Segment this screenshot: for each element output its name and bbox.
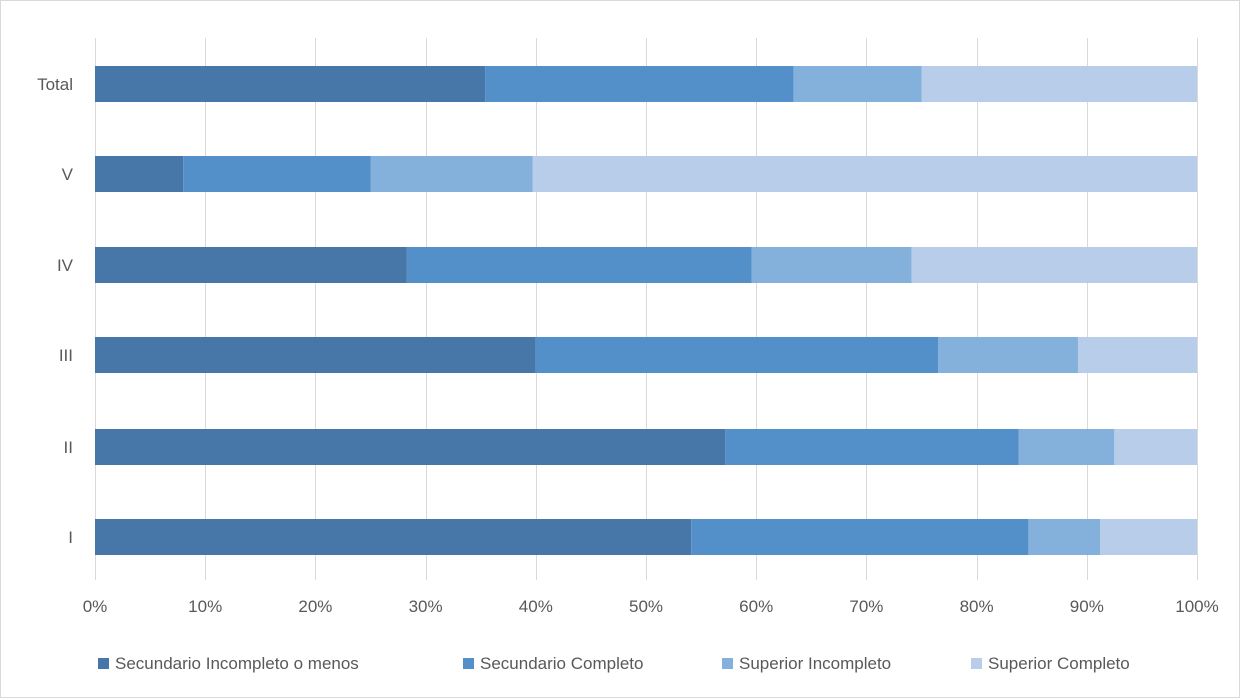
bar-segment [1028,519,1101,555]
legend-item: Secundario Incompleto o menos [98,654,359,673]
bar-segment [95,66,486,102]
gridlines [95,38,1198,580]
bar-segment [1100,519,1197,555]
legend-item: Superior Incompleto [722,654,891,673]
y-tick-label: III [59,346,73,365]
bar-segment [911,247,1197,283]
bars [95,66,1197,555]
x-tick-label: 10% [188,597,222,616]
x-tick-label: 70% [849,597,883,616]
y-tick-label: IV [57,256,74,275]
bar-segment [406,247,752,283]
bar-row-iii [95,337,1197,373]
x-tick-label: 40% [519,597,553,616]
bar-segment [793,66,922,102]
y-tick-label: Total [37,75,73,94]
x-axis-labels: 0% 10% 20% 30% 40% 50% 60% 70% 80% 90% 100% [83,597,1219,616]
x-tick-label: 80% [960,597,994,616]
bar-row-ii [95,429,1197,465]
y-tick-label: I [68,528,73,547]
bar-segment [1077,337,1197,373]
bar-row-i [95,519,1197,555]
legend-item: Secundario Completo [463,654,643,673]
x-tick-label: 60% [739,597,773,616]
bar-segment [183,156,371,192]
bar-segment [370,156,533,192]
bar-segment [1018,429,1115,465]
bar-segment [485,66,794,102]
bar-segment [95,247,407,283]
legend-swatch [98,658,109,669]
bar-segment [921,66,1197,102]
x-tick-label: 100% [1175,597,1218,616]
bar-segment [691,519,1029,555]
bar-row-total [95,66,1197,102]
bar-segment [1114,429,1197,465]
x-tick-label: 50% [629,597,663,616]
bar-segment [95,519,692,555]
bar-row-v [95,156,1197,192]
bar-segment [725,429,1019,465]
bar-segment [938,337,1078,373]
legend-label: Secundario Completo [480,654,643,673]
bar-segment [751,247,912,283]
y-tick-label: V [62,165,74,184]
x-tick-label: 30% [409,597,443,616]
legend-label: Superior Incompleto [739,654,891,673]
legend-swatch [463,658,474,669]
legend-item: Superior Completo [971,654,1130,673]
bar-segment [95,429,726,465]
legend-swatch [722,658,733,669]
bar-segment [95,156,184,192]
bar-row-iv [95,247,1197,283]
bar-segment [95,337,536,373]
x-tick-label: 0% [83,597,108,616]
legend: Secundario Incompleto o menos Secundario … [98,654,1130,673]
bar-segment [532,156,1197,192]
x-tick-label: 90% [1070,597,1104,616]
legend-label: Secundario Incompleto o menos [115,654,359,673]
y-tick-label: II [64,438,73,457]
legend-swatch [971,658,982,669]
x-tick-label: 20% [298,597,332,616]
bar-segment [535,337,939,373]
legend-label: Superior Completo [988,654,1130,673]
